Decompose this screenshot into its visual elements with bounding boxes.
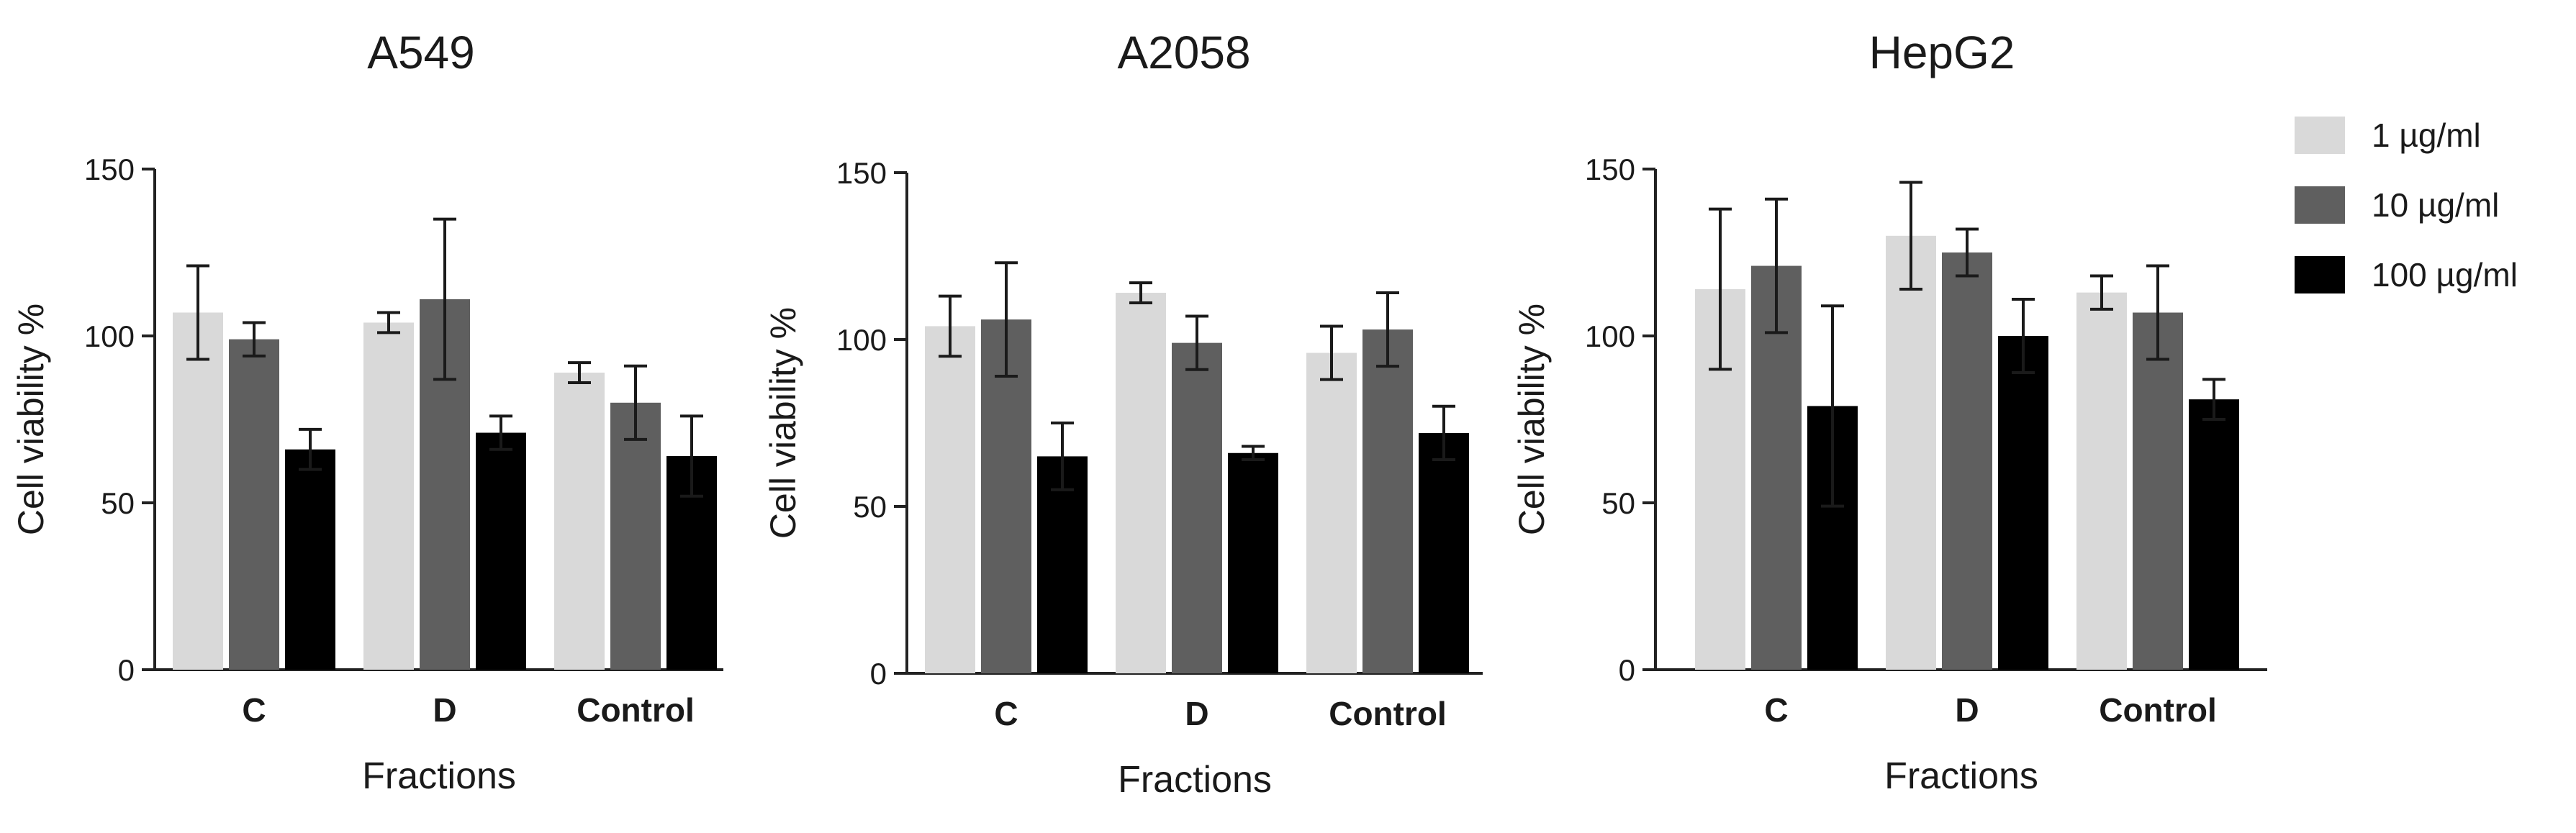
y-tick-label: 0 (870, 657, 887, 691)
legend: 1 µg/ml 10 µg/ml 100 µg/ml (2295, 117, 2518, 293)
x-category-label: D (1955, 691, 1979, 729)
y-tick-label: 50 (853, 490, 887, 524)
legend-item: 10 µg/ml (2295, 186, 2499, 224)
bar-control-series-2 (610, 402, 661, 670)
legend-swatch (2295, 186, 2345, 224)
x-axis-label: Fractions (1118, 759, 1272, 801)
bar-control-series-1 (2076, 292, 2127, 670)
bar-d-series-2 (1172, 342, 1222, 673)
bar-c-series-2 (229, 339, 279, 670)
x-category-label: Control (1329, 695, 1447, 732)
bar-d-series-3 (1228, 452, 1278, 673)
y-tick-label: 50 (1601, 486, 1635, 520)
x-category-label: Control (2099, 691, 2217, 729)
chart-title: A2058 (1117, 27, 1250, 78)
legend-item: 1 µg/ml (2295, 117, 2481, 154)
x-category-label: D (1185, 695, 1208, 732)
y-tick-label: 150 (836, 156, 887, 190)
legend-swatch (2295, 256, 2345, 293)
chart-title: HepG2 (1869, 27, 2015, 78)
bar-d-series-3 (476, 432, 526, 670)
y-tick-label: 100 (1585, 319, 1635, 353)
bar-control-series-2 (1362, 329, 1413, 673)
chart-a2058: A2058 0 50 100 150 Cell viability % C D Control F… (763, 27, 1483, 801)
bar-control-series-1 (554, 373, 605, 670)
bar-control-series-1 (1306, 352, 1357, 673)
bar-control-series-3 (1419, 432, 1469, 673)
bar-c-series-1 (925, 326, 975, 673)
legend-label: 1 µg/ml (2372, 117, 2481, 154)
y-axis-label: Cell viability % (1511, 304, 1552, 535)
y-tick-label: 150 (84, 153, 135, 186)
y-tick-label: 0 (118, 653, 135, 687)
y-axis-label: Cell viability % (11, 304, 51, 535)
bar-c-series-2 (981, 319, 1031, 673)
x-category-label: D (433, 691, 456, 729)
chart-hepg2: HepG2 0 50 100 150 Cell viability % C D Control F… (1511, 27, 2267, 797)
bar-d-series-2 (1942, 252, 1992, 670)
x-category-label: C (242, 691, 266, 729)
y-tick-label: 100 (836, 323, 887, 357)
y-tick-label: 50 (101, 486, 135, 520)
bar-c-series-3 (285, 449, 335, 670)
bar-control-series-2 (2133, 312, 2183, 670)
chart-title: A549 (367, 27, 474, 78)
bar-d-series-1 (363, 322, 414, 670)
legend-swatch (2295, 117, 2345, 154)
legend-label: 100 µg/ml (2372, 256, 2518, 293)
y-tick-label: 0 (1619, 653, 1635, 687)
y-tick-label: 100 (84, 319, 135, 353)
y-tick-label: 150 (1585, 153, 1635, 186)
bar-d-series-1 (1886, 235, 1936, 670)
bar-c-series-3 (1037, 456, 1088, 673)
legend-item: 100 µg/ml (2295, 256, 2518, 293)
y-axis-label: Cell viability % (763, 307, 803, 539)
x-axis-label: Fractions (1884, 755, 2038, 797)
bar-d-series-3 (1998, 336, 2048, 670)
bar-control-series-3 (2189, 399, 2239, 670)
legend-label: 10 µg/ml (2372, 186, 2499, 224)
bar-d-series-1 (1116, 293, 1166, 673)
x-category-label: C (1764, 691, 1788, 729)
x-category-label: C (994, 695, 1018, 732)
x-axis-label: Fractions (362, 755, 516, 797)
x-category-label: Control (577, 691, 695, 729)
bar-c-series-1 (173, 312, 223, 670)
chart-panels: A549 0 50 100 150 Cell viability % C D Control Fr… (11, 27, 2267, 801)
chart-a549: A549 0 50 100 150 Cell viability % C D Control Fr… (11, 27, 723, 797)
